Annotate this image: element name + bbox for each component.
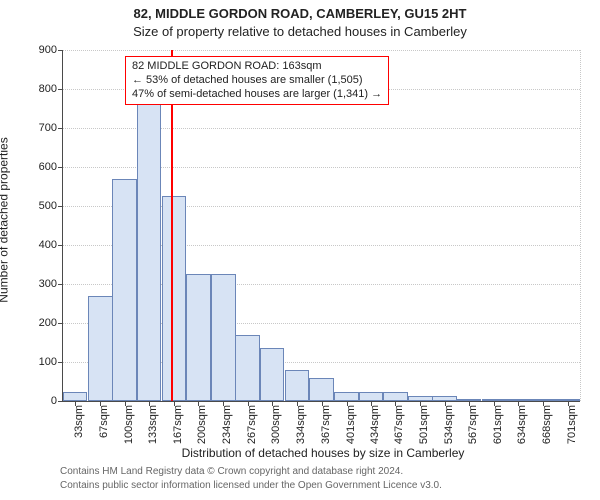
x-tick-label: 434sqm bbox=[371, 385, 383, 424]
plot-right-edge bbox=[580, 50, 581, 401]
callout-line-1: 82 MIDDLE GORDON ROAD: 163sqm bbox=[132, 60, 382, 74]
y-tick-label: 600 bbox=[39, 161, 57, 173]
x-tick-label: 601sqm bbox=[494, 385, 506, 424]
y-tick-mark bbox=[58, 323, 63, 324]
x-tick-label: 467sqm bbox=[395, 385, 407, 424]
x-tick-label: 200sqm bbox=[198, 385, 210, 424]
y-tick-label: 800 bbox=[39, 83, 57, 95]
x-tick-label: 567sqm bbox=[469, 385, 481, 424]
x-tick-label: 634sqm bbox=[518, 385, 530, 424]
y-tick-label: 700 bbox=[39, 122, 57, 134]
x-tick-label: 67sqm bbox=[100, 388, 112, 421]
y-tick-label: 500 bbox=[39, 200, 57, 212]
x-tick-label: 167sqm bbox=[174, 385, 186, 424]
x-tick-label: 300sqm bbox=[272, 385, 284, 424]
x-tick-label: 668sqm bbox=[543, 385, 555, 424]
x-tick-label: 701sqm bbox=[568, 385, 580, 424]
y-tick-label: 200 bbox=[39, 317, 57, 329]
y-tick-mark bbox=[58, 50, 63, 51]
y-tick-mark bbox=[58, 206, 63, 207]
histogram-bar bbox=[211, 274, 236, 401]
y-tick-label: 0 bbox=[51, 395, 57, 407]
histogram-bar bbox=[112, 179, 137, 401]
x-axis-label: Distribution of detached houses by size … bbox=[60, 446, 586, 460]
plot-area: 010020030040050060070080090033sqm67sqm10… bbox=[62, 50, 580, 402]
chart-title-line2: Size of property relative to detached ho… bbox=[0, 24, 600, 39]
x-tick-label: 133sqm bbox=[149, 385, 161, 424]
y-tick-mark bbox=[58, 245, 63, 246]
histogram-bar bbox=[162, 196, 187, 401]
attribution-line2: Contains public sector information licen… bbox=[60, 480, 586, 491]
x-tick-label: 401sqm bbox=[347, 385, 359, 424]
x-tick-label: 501sqm bbox=[420, 385, 432, 424]
chart-title-line1: 82, MIDDLE GORDON ROAD, CAMBERLEY, GU15 … bbox=[0, 6, 600, 21]
y-tick-mark bbox=[58, 362, 63, 363]
y-tick-mark bbox=[58, 284, 63, 285]
histogram-bar bbox=[137, 93, 162, 401]
y-tick-label: 100 bbox=[39, 356, 57, 368]
y-axis-label: Number of detached properties bbox=[0, 137, 11, 302]
y-tick-mark bbox=[58, 89, 63, 90]
y-tick-mark bbox=[58, 128, 63, 129]
x-tick-label: 234sqm bbox=[223, 385, 235, 424]
y-axis-label-container: Number of detached properties bbox=[0, 0, 14, 440]
x-tick-label: 334sqm bbox=[297, 385, 309, 424]
x-tick-label: 33sqm bbox=[75, 388, 87, 421]
x-tick-label: 534sqm bbox=[445, 385, 457, 424]
y-tick-mark bbox=[58, 167, 63, 168]
callout-line-3: 47% of semi-detached houses are larger (… bbox=[132, 88, 382, 102]
gridline-h bbox=[63, 50, 580, 51]
callout-line-2: ← 53% of detached houses are smaller (1,… bbox=[132, 74, 382, 88]
x-tick-label: 100sqm bbox=[125, 385, 137, 424]
y-tick-mark bbox=[58, 401, 63, 402]
callout-box: 82 MIDDLE GORDON ROAD: 163sqm← 53% of de… bbox=[125, 56, 389, 105]
y-tick-label: 300 bbox=[39, 278, 57, 290]
histogram-bar bbox=[88, 296, 113, 401]
y-tick-label: 400 bbox=[39, 239, 57, 251]
y-tick-label: 900 bbox=[39, 44, 57, 56]
x-tick-label: 367sqm bbox=[322, 385, 334, 424]
x-tick-label: 267sqm bbox=[248, 385, 260, 424]
chart-container: { "chart": { "type": "histogram", "title… bbox=[0, 0, 600, 500]
attribution-line1: Contains HM Land Registry data © Crown c… bbox=[60, 466, 586, 477]
histogram-bar bbox=[186, 274, 211, 401]
